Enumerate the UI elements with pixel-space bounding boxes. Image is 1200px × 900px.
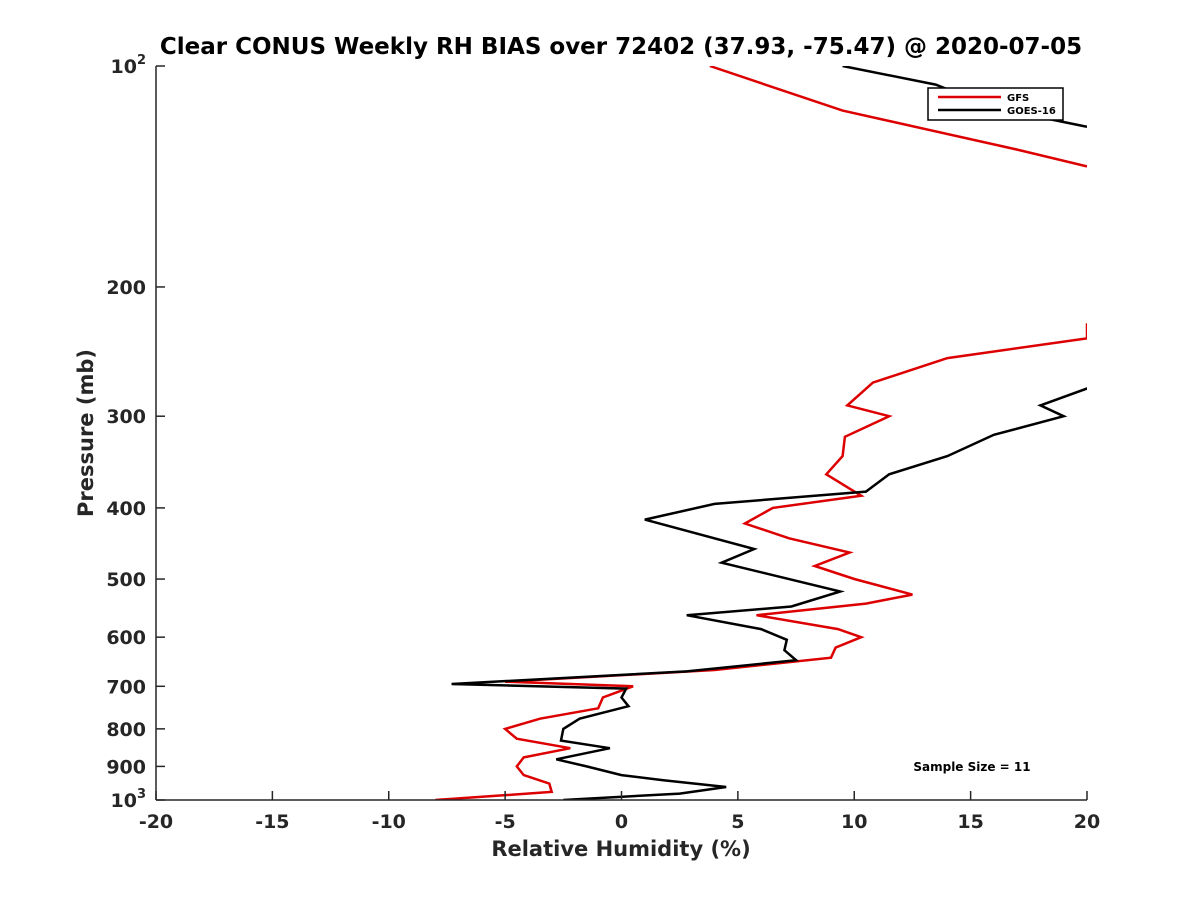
legend-label-goes16: GOES-16	[1007, 106, 1056, 117]
x-tick-label: 15	[957, 811, 983, 833]
y-tick-label: 102	[111, 53, 147, 78]
x-tick-label: -15	[255, 811, 289, 833]
legend: GFS GOES-16	[927, 87, 1064, 121]
x-tick-label: 10	[841, 811, 867, 833]
y-tick-label: 103	[111, 787, 147, 812]
chart-title: Clear CONUS Weekly RH BIAS over 72402 (3…	[160, 34, 1082, 60]
y-axis-label: Pressure (mb)	[74, 349, 98, 517]
series-line-goes-16	[451, 387, 1087, 800]
y-tick-label: 800	[106, 719, 146, 741]
y-tick-label: 500	[106, 569, 146, 591]
x-tick-label: -5	[495, 811, 516, 833]
legend-label-gfs: GFS	[1007, 93, 1029, 104]
x-tick-label: 0	[615, 811, 628, 833]
series-layer	[435, 66, 1087, 800]
y-tick-label: 600	[106, 627, 146, 649]
y-tick-label: 200	[106, 277, 146, 299]
legend-box	[927, 87, 1064, 121]
x-tick-label: -10	[372, 811, 406, 833]
x-axis-label: Relative Humidity (%)	[491, 837, 750, 861]
series-line-gfs-upper	[709, 66, 1087, 168]
y-tick-label: 300	[106, 406, 146, 428]
y-tick-label: 400	[106, 498, 146, 520]
sample-size-annotation: Sample Size = 11	[913, 760, 1030, 774]
series-line-gfs	[435, 323, 1087, 800]
y-tick-label: 900	[106, 756, 146, 778]
x-tick-label: 5	[731, 811, 744, 833]
y-tick-label: 700	[106, 676, 146, 698]
x-tick-label: -20	[139, 811, 173, 833]
x-tick-label: 20	[1074, 811, 1100, 833]
ticks: -20 -15 -10 -5 0 5 10 15 20 102 200 300 400 500 600 700…	[106, 53, 1100, 833]
